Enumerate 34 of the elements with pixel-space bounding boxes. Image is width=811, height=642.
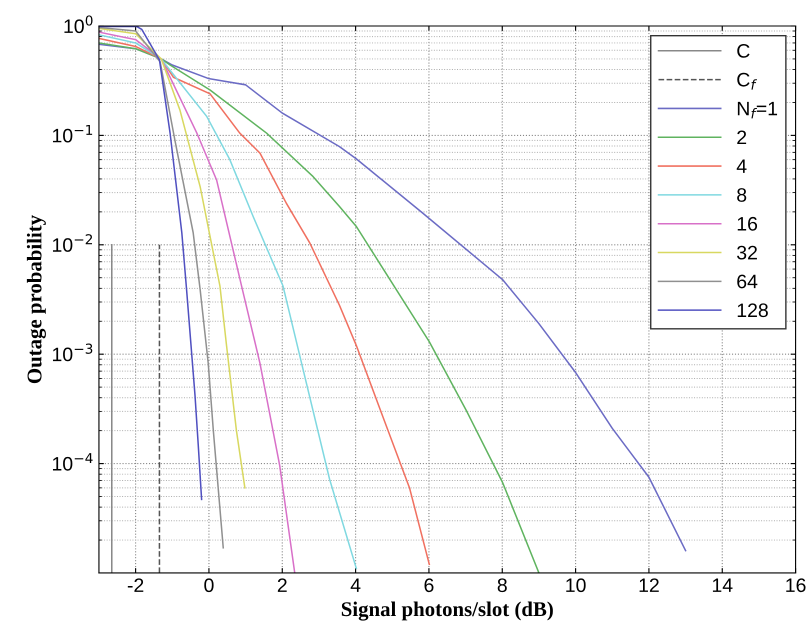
- y-tick-label: 10$^{−3}$: [52, 344, 92, 362]
- line-series: [98, 28, 246, 489]
- x-tick-label: 4: [350, 578, 360, 592]
- line-series: [98, 42, 540, 573]
- x-tick-label: 10: [566, 578, 586, 592]
- x-tick-label: 2: [278, 578, 287, 592]
- y-tick-label: 10$^{0}$: [64, 15, 93, 34]
- x-tick-label: 16: [786, 578, 806, 592]
- line-series: [98, 38, 430, 566]
- line-series: [98, 26, 202, 500]
- y-tick-label: 10$^{−1}$: [52, 124, 92, 142]
- line-series: [98, 31, 296, 573]
- legend-label: C: [737, 44, 750, 58]
- y-tick-label: 10$^{−4}$: [52, 453, 93, 471]
- x-tick-label: 14: [712, 578, 733, 592]
- legend-label: 64: [737, 274, 758, 288]
- x-tick-label: 8: [498, 578, 507, 592]
- legend-label: C$_{f}$: [737, 72, 758, 90]
- legend-label: 128: [738, 303, 768, 318]
- line-series: [98, 34, 358, 570]
- x-tick-label: -2: [128, 578, 144, 592]
- x-tick-label: 12: [640, 578, 659, 592]
- legend-label: 8: [737, 188, 746, 202]
- x-tick-label: 0: [204, 578, 214, 592]
- legend-label: 16: [738, 216, 758, 231]
- x-axis-title: Signal photons/slot (dB): [342, 602, 553, 621]
- legend-label: 2: [737, 130, 746, 144]
- y-tick-label: 10$^{−2}$: [52, 234, 92, 252]
- legend-label: 4: [736, 159, 747, 173]
- y-axis-title: Outage probability: [26, 215, 46, 384]
- legend-label: N$_{f}$=1: [738, 102, 778, 118]
- legend-label: 32: [737, 246, 757, 260]
- x-tick-label: 6: [424, 578, 434, 592]
- line-series: [98, 44, 686, 552]
